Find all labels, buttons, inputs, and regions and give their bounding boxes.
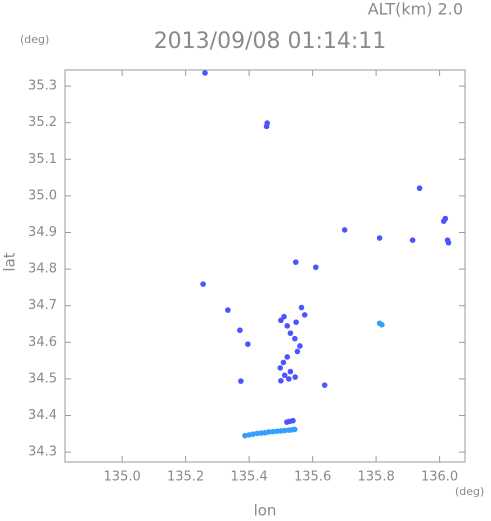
echo-point (281, 427, 288, 434)
echo-point (284, 354, 291, 360)
y-unit: (deg) (20, 33, 49, 46)
echo-point (301, 312, 308, 318)
echo-point (409, 237, 416, 243)
echo-point (292, 374, 298, 380)
echo-point (312, 264, 319, 271)
echo-point (200, 281, 206, 287)
y-tick-label: 34.8 (28, 262, 57, 277)
echo-point (294, 348, 301, 355)
chart-title: 2013/09/08 01:14:11 (154, 29, 387, 54)
y-tick-label: 34.5 (28, 371, 57, 386)
echo-point (250, 431, 256, 437)
x-tick-label: 135.0 (104, 470, 141, 485)
echo-point (238, 378, 244, 384)
echo-point (287, 330, 294, 336)
echo-point (292, 335, 298, 342)
echo-point (292, 426, 298, 433)
echo-point (341, 227, 348, 233)
echo-point (286, 376, 292, 382)
y-tick-label: 35.3 (28, 79, 57, 94)
echo-point (278, 377, 284, 384)
echo-point (297, 343, 303, 349)
y-tick-label: 34.3 (28, 445, 57, 460)
echo-point (287, 368, 294, 375)
x-tick-label: 135.6 (294, 470, 331, 485)
echo-point (254, 430, 260, 437)
x-axis-label: lon (254, 502, 277, 520)
y-tick-label: 35.2 (28, 115, 57, 130)
echo-point (263, 123, 270, 130)
x-tick-label: 135.8 (358, 470, 395, 485)
echo-point (290, 417, 296, 424)
x-unit: (deg) (455, 485, 484, 498)
echo-point (298, 304, 305, 311)
echo-point (202, 70, 208, 76)
echo-point (281, 372, 288, 379)
y-tick-label: 34.7 (28, 298, 57, 313)
altitude-label: ALT(km) 2.0 (368, 0, 463, 19)
echo-point (278, 317, 284, 324)
echo-point (237, 327, 243, 334)
echo-point (293, 319, 299, 325)
x-tick-label: 135.2 (167, 470, 204, 485)
echo-point (281, 313, 287, 320)
echo-point (270, 428, 276, 435)
echo-point (266, 429, 272, 435)
echo-point (379, 321, 385, 328)
echo-point (245, 341, 251, 347)
x-tick-label: 136.0 (421, 470, 458, 485)
echo-point (376, 235, 383, 241)
y-tick-label: 34.4 (28, 408, 57, 423)
echo-point (442, 215, 449, 222)
echo-point (225, 307, 231, 313)
x-tick-label: 135.4 (231, 470, 268, 485)
echo-point (321, 382, 328, 388)
echo-point (445, 239, 452, 246)
echo-point (242, 432, 248, 439)
plot-frame (64, 69, 466, 463)
echo-point (416, 185, 423, 192)
y-tick-label: 34.9 (28, 225, 57, 240)
y-tick-label: 34.6 (28, 335, 57, 350)
y-tick-label: 35.1 (28, 152, 57, 167)
y-tick-label: 35.0 (28, 188, 57, 203)
echo-point (277, 365, 284, 371)
echo-point (292, 259, 299, 265)
echo-point (280, 359, 287, 366)
y-axis-label: lat (1, 252, 19, 271)
echo-point (284, 323, 291, 329)
